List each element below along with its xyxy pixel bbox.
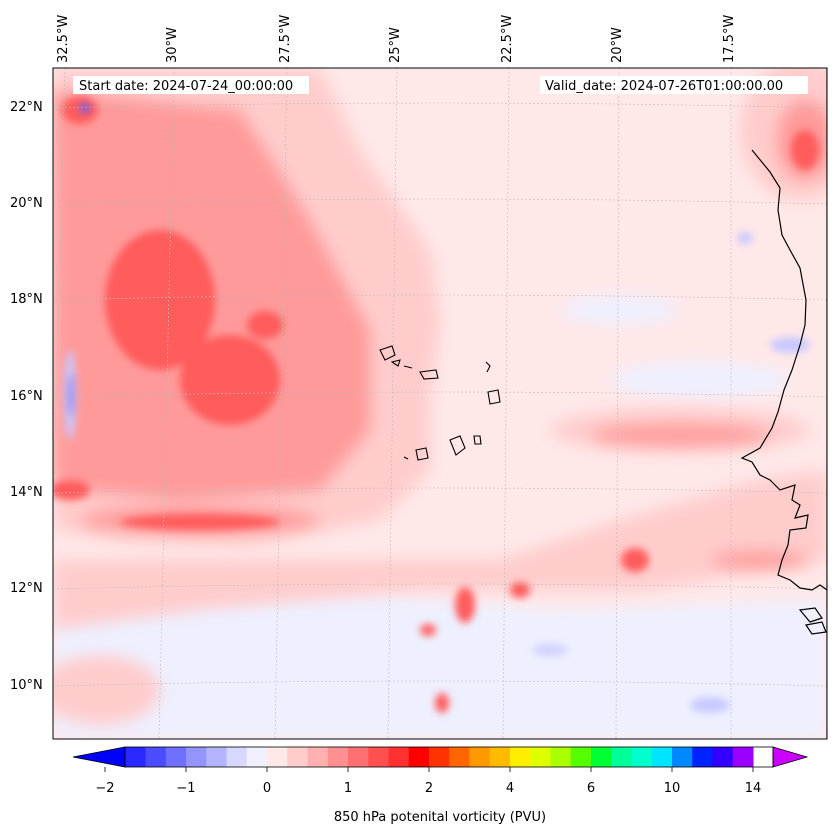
colorbar-ticks: −2 −1 0 1 2 4 6 10 14 bbox=[95, 767, 761, 796]
lat-label-20n: 20°N bbox=[10, 196, 43, 211]
colorbar-cell bbox=[226, 747, 248, 767]
colorbar-frame bbox=[124, 746, 774, 768]
colorbar-cell bbox=[348, 747, 369, 767]
lon-label-22-5w: 22.5°W bbox=[500, 15, 515, 63]
colorbar-tick-label: 0 bbox=[263, 781, 271, 796]
colorbar-cell bbox=[570, 747, 592, 767]
colorbar-cell bbox=[550, 747, 572, 767]
colorbar-tick-label: 4 bbox=[506, 781, 514, 796]
lat-label-12n: 12°N bbox=[10, 581, 43, 596]
lat-label-14n: 14°N bbox=[10, 485, 43, 500]
colorbar-cell bbox=[692, 747, 713, 767]
map-frame bbox=[52, 67, 828, 740]
lon-label-17-5w: 17.5°W bbox=[722, 15, 737, 63]
lon-label-32-5w: 32.5°W bbox=[56, 15, 71, 63]
colorbar-max-arrow bbox=[772, 746, 809, 768]
colorbar-cell bbox=[246, 747, 268, 767]
colorbar-cell bbox=[327, 747, 349, 767]
lon-label-27-5w: 27.5°W bbox=[278, 15, 293, 63]
colorbar-cell bbox=[732, 747, 754, 767]
pv-field bbox=[53, 68, 827, 739]
colorbar-cell bbox=[408, 747, 430, 767]
latitude-labels: 22°N 20°N 18°N 16°N 14°N 12°N 10°N bbox=[10, 100, 43, 693]
colorbar-cell bbox=[469, 747, 491, 767]
colorbar-cell bbox=[631, 747, 653, 767]
colorbar-label: 850 hPa potenital vorticity (PVU) bbox=[334, 810, 546, 825]
colorbar-cells bbox=[125, 747, 754, 767]
colorbar-cell bbox=[429, 747, 450, 767]
start-date-box bbox=[73, 76, 309, 94]
colorbar-tick-label: −2 bbox=[95, 781, 114, 796]
cape-verde-islands bbox=[379, 345, 501, 461]
colorbar-tick-label: −1 bbox=[176, 781, 195, 796]
lat-label-22n: 22°N bbox=[10, 100, 43, 115]
colorbar-cell bbox=[125, 747, 146, 767]
colorbar-tick-label: 6 bbox=[587, 781, 595, 796]
colorbar-cell bbox=[672, 747, 693, 767]
colorbar-cell bbox=[510, 747, 531, 767]
colorbar-cell bbox=[489, 747, 511, 767]
valid-date-box bbox=[540, 76, 808, 94]
colorbar-cell bbox=[145, 747, 167, 767]
colorbar-cell bbox=[530, 747, 551, 767]
colorbar-tick-label: 14 bbox=[745, 781, 762, 796]
colorbar-tick-label: 1 bbox=[344, 781, 352, 796]
colorbar-cell bbox=[449, 747, 470, 767]
colorbar-cell bbox=[388, 747, 410, 767]
start-date-label: Start date: 2024-07-24_00:00:00 bbox=[79, 79, 293, 94]
coastline bbox=[740, 68, 827, 739]
valid-date-label: Valid_date: 2024-07-26T01:00:00.00 bbox=[545, 79, 783, 94]
lat-label-18n: 18°N bbox=[10, 292, 43, 307]
lon-label-20w: 20°W bbox=[610, 27, 625, 63]
lon-label-25w: 25°W bbox=[388, 27, 403, 63]
colorbar-tick-label: 2 bbox=[425, 781, 433, 796]
colorbar-cell bbox=[287, 747, 308, 767]
colorbar-cell bbox=[591, 747, 612, 767]
colorbar-cell bbox=[368, 747, 389, 767]
colorbar-cell bbox=[651, 747, 673, 767]
colorbar-cell bbox=[712, 747, 734, 767]
colorbar-cell bbox=[611, 747, 632, 767]
colorbar-cell bbox=[307, 747, 329, 767]
colorbar: −2 −1 0 1 2 4 6 10 14 850 hPa potenital … bbox=[72, 746, 809, 825]
lon-label-30w: 30°W bbox=[165, 27, 180, 63]
colorbar-tick-label: 10 bbox=[664, 781, 681, 796]
colorbar-cell bbox=[206, 747, 227, 767]
colorbar-cell bbox=[165, 747, 187, 767]
lat-label-10n: 10°N bbox=[10, 678, 43, 693]
lat-label-16n: 16°N bbox=[10, 389, 43, 404]
colorbar-cell bbox=[267, 747, 288, 767]
colorbar-min-arrow bbox=[72, 746, 126, 768]
longitude-labels: 32.5°W 30°W 27.5°W 25°W 22.5°W 20°W 17.5… bbox=[56, 15, 737, 63]
colorbar-cell bbox=[186, 747, 207, 767]
